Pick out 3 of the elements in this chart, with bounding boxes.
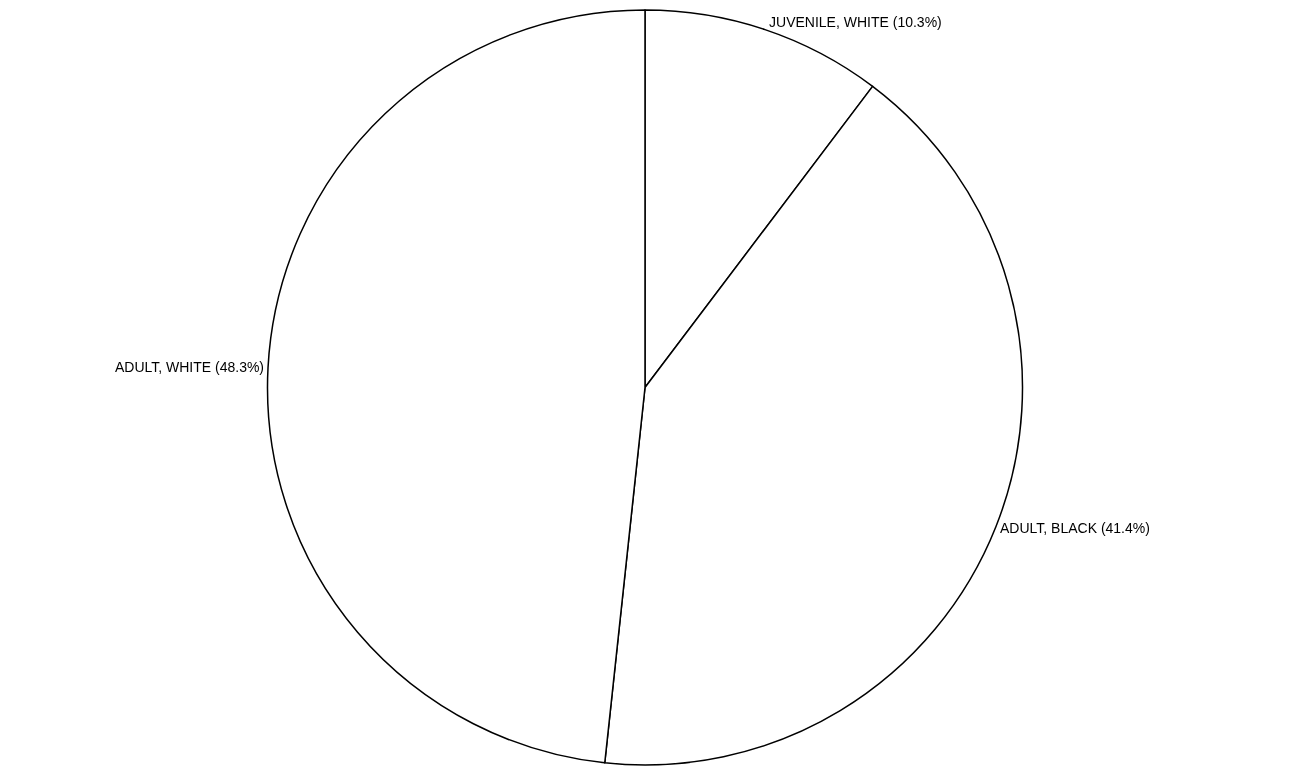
slice-label: ADULT, BLACK (41.4%) [999, 519, 1150, 536]
slice-label: JUVENILE, WHITE (10.3%) [769, 14, 942, 31]
slice-label: ADULT, WHITE (48.3%) [114, 359, 265, 376]
